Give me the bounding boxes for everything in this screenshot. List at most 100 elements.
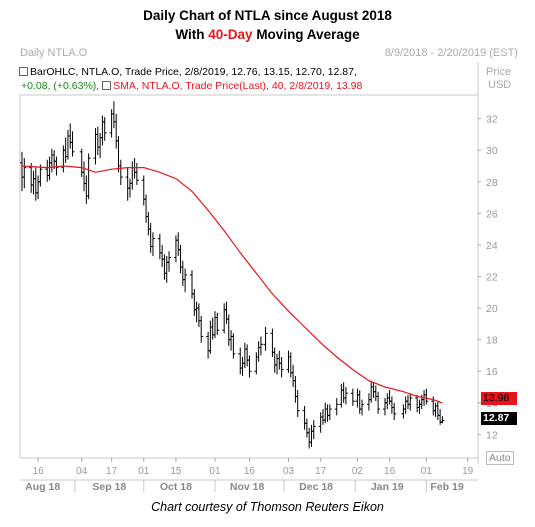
x-day-tick-label: 01 [138, 466, 150, 477]
ohlc-bar [157, 233, 162, 260]
ohlc-bar [389, 396, 394, 414]
ohlc-bar [295, 390, 300, 417]
sma-value-tag: 13.98 [481, 392, 517, 405]
ohlc-bar [307, 428, 312, 449]
ohlc-bar [148, 222, 153, 253]
ohlc-bar [95, 126, 100, 155]
plot-frame [19, 94, 479, 459]
ohlc-bar [33, 167, 38, 201]
ohlc-bar [82, 161, 87, 192]
chart-credit: Chart courtesy of Thomson Reuters Eikon [151, 500, 384, 514]
x-day-tick-label: 17 [315, 466, 327, 477]
ohlc-bar [176, 232, 181, 256]
ohlc-bar [194, 301, 199, 323]
ohlc-bar [100, 115, 105, 146]
x-day-tick-label: 01 [421, 466, 433, 477]
ohlc-bar [65, 129, 70, 160]
ohlc-bar [98, 132, 103, 159]
y-tick-label: 20 [486, 303, 498, 315]
y-tick-label: 16 [486, 366, 498, 378]
ohlc-legend-icon [19, 67, 28, 76]
ohlc-bar [369, 380, 374, 403]
subtitle-post: Moving Average [252, 27, 360, 42]
y-tick-label: 24 [486, 240, 498, 252]
ohlc-bar [102, 117, 107, 141]
ohlc-bar [355, 388, 360, 408]
ohlc-bar [405, 394, 410, 410]
ohlc-bar [114, 113, 119, 149]
ohlc-bar [293, 375, 298, 403]
y-tick-label: 26 [486, 208, 498, 220]
ohlc-bar [45, 159, 50, 182]
ohlc-bar [54, 156, 59, 176]
ohlc-bar [20, 151, 24, 192]
ohlc-bar [111, 101, 116, 129]
auto-scale-button[interactable]: Auto [486, 451, 514, 465]
ohlc-bar [134, 162, 139, 185]
ohlc-bar [371, 382, 376, 399]
ohlc-bar [245, 344, 250, 367]
ohlc-bar [440, 416, 445, 424]
chart-subtitle: With 40-Day Moving Average [0, 27, 535, 42]
legend-sma: +0.08, (+0.63%), SMA, NTLA.O, Trade Pric… [21, 80, 362, 92]
date-range-label: 8/9/2018 - 2/20/2019 (EST) [384, 47, 518, 59]
y-tick-label: 32 [486, 114, 498, 126]
y-tick-label: 18 [486, 335, 498, 347]
chart-title: Daily Chart of NTLA since August 2018 [143, 8, 392, 23]
x-month-label: Feb 19 [430, 481, 463, 493]
ohlc-bar [366, 393, 371, 411]
ohlc-bar [417, 399, 422, 414]
ohlc-bar [279, 356, 284, 378]
ohlc-bar [178, 244, 183, 274]
ohlc-bar [320, 409, 325, 425]
x-day-tick-label: 04 [76, 466, 88, 477]
instrument-label: Daily NTLA.O [20, 47, 88, 59]
x-day-tick-label: 16 [384, 466, 396, 477]
ohlc-bar [173, 235, 178, 263]
ohlc-bar [343, 386, 348, 405]
ohlc-bar [334, 398, 339, 416]
ohlc-bar [49, 148, 54, 173]
ohlc-bar [435, 401, 440, 421]
ohlc-bar [408, 393, 413, 411]
ohlc-bar [275, 353, 280, 375]
ohlc-bar [226, 314, 231, 346]
ohlc-bar [222, 303, 227, 334]
ohlc-bar [327, 404, 332, 421]
x-month-label: Nov 18 [230, 481, 265, 493]
ohlc-bar [196, 303, 201, 328]
x-day-tick-label: 19 [462, 466, 474, 477]
ohlc-bar [212, 311, 217, 339]
ohlc-bar [231, 333, 236, 359]
ohlc-bar [84, 175, 89, 204]
ohlc-bar [141, 175, 146, 206]
y-tick-label: 12 [486, 429, 498, 441]
ohlc-bar [382, 398, 387, 416]
ohlc-bar [318, 412, 323, 433]
ohlc-bar [118, 159, 123, 185]
subtitle-accent: 40-Day [208, 27, 253, 42]
ohlc-bar [424, 388, 429, 405]
ohlc-bar [183, 268, 188, 293]
ohlc-bar [341, 382, 346, 403]
ohlc-bar [360, 399, 365, 416]
ohlc-bar [180, 260, 185, 286]
ohlc-bar [309, 424, 314, 447]
ohlc-bar [247, 355, 252, 378]
x-month-label: Aug 18 [25, 481, 60, 493]
ohlc-bar [164, 255, 169, 283]
legend-change-text: +0.08, (+0.63%), [21, 80, 100, 92]
ohlc-bar [254, 352, 259, 375]
ohlc-bar [385, 393, 390, 410]
ohlc-bar [277, 350, 282, 370]
ohlc-bar [29, 162, 34, 193]
ohlc-bar [224, 301, 229, 324]
legend-sma-text: SMA, NTLA.O, Trade Price(Last), 40, 2/8/… [113, 80, 363, 92]
ohlc-bar [70, 131, 75, 157]
legend-ohlc: BarOHLC, NTLA.O, Trade Price, 2/8/2019, … [19, 66, 357, 78]
ohlc-bar [208, 320, 213, 354]
ohlc-bar [38, 164, 43, 187]
ohlc-bar [286, 350, 291, 373]
ohlc-bar [373, 385, 378, 402]
ohlc-bar [116, 136, 121, 173]
